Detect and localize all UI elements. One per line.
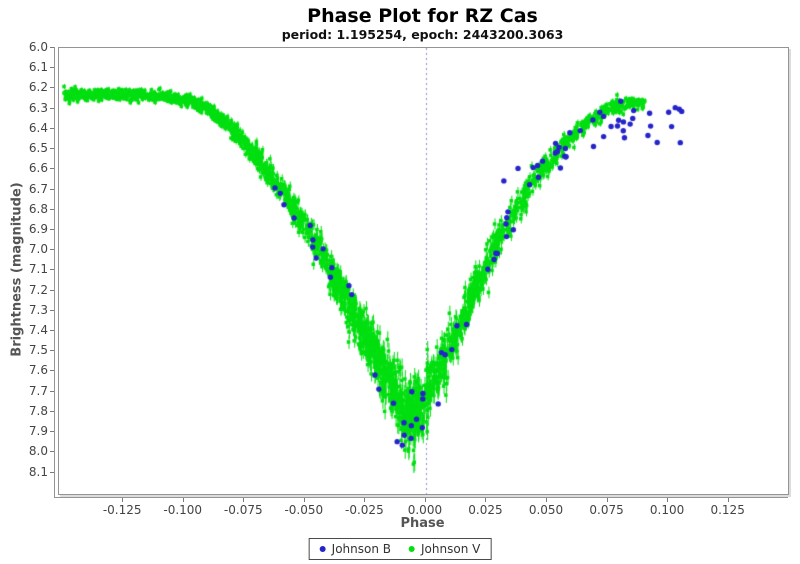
- x-tick-mark: [727, 498, 729, 502]
- x-tick-mark: [364, 498, 366, 502]
- y-tick-label: 6.1: [28, 60, 48, 75]
- y-tick-mark: [50, 370, 54, 372]
- x-tick-mark: [485, 498, 487, 502]
- y-tick-mark: [50, 228, 54, 230]
- y-tick-mark: [50, 350, 54, 352]
- x-tick-label: 0.075: [589, 503, 624, 517]
- legend-label-johnson-b: Johnson B: [331, 542, 392, 556]
- y-tick-mark: [50, 269, 54, 271]
- chart-subtitle: period: 1.195254, epoch: 2443200.3063: [281, 27, 564, 42]
- x-tick-mark: [667, 498, 669, 502]
- y-tick-label: 6.3: [28, 100, 48, 115]
- x-tick-mark: [303, 498, 305, 502]
- y-tick-mark: [50, 451, 54, 453]
- x-axis-title: Phase: [400, 516, 445, 531]
- johnson-v-marker-icon: [409, 546, 416, 552]
- x-axis-line: [54, 497, 788, 498]
- x-tick-label: 0.025: [468, 503, 503, 517]
- y-tick-label: 7.0: [28, 242, 48, 257]
- y-tick-label: 7.8: [28, 403, 48, 418]
- y-tick-label: 7.1: [28, 262, 48, 277]
- x-tick-label: -0.125: [102, 503, 142, 517]
- y-tick-label: 6.0: [28, 40, 48, 54]
- x-tick-label: -0.100: [163, 503, 203, 517]
- x-tick-mark: [243, 498, 245, 502]
- johnson-b-marker-icon: [319, 546, 326, 552]
- y-tick-mark: [50, 208, 54, 210]
- y-tick-mark: [50, 188, 54, 190]
- y-tick-mark: [50, 410, 54, 412]
- x-tick-label: 0.125: [710, 503, 745, 517]
- legend-item-johnson-b: Johnson B: [319, 542, 392, 556]
- legend-item-johnson-v: Johnson V: [409, 542, 480, 556]
- y-tick-mark: [50, 431, 54, 433]
- y-tick-label: 7.7: [28, 383, 48, 398]
- y-tick-mark: [50, 127, 54, 129]
- y-tick-mark: [50, 47, 54, 48]
- x-tick-mark: [182, 498, 184, 502]
- y-tick-label: 6.2: [28, 80, 48, 95]
- y-tick-mark: [50, 249, 54, 251]
- chart-title: Phase Plot for RZ Cas: [307, 5, 538, 27]
- x-tick-mark: [424, 498, 426, 502]
- y-tick-label: 7.2: [28, 282, 48, 297]
- y-tick-label: 8.1: [28, 464, 48, 479]
- y-tick-mark: [50, 289, 54, 291]
- y-axis-line: [54, 47, 55, 498]
- y-tick-label: 7.4: [28, 323, 48, 338]
- y-tick-label: 7.3: [28, 302, 48, 317]
- y-tick-label: 6.8: [28, 201, 48, 216]
- y-tick-mark: [50, 390, 54, 392]
- y-tick-mark: [50, 87, 54, 89]
- y-tick-mark: [50, 471, 54, 473]
- y-tick-mark: [50, 168, 54, 170]
- y-tick-mark: [50, 309, 54, 311]
- y-tick-label: 7.9: [28, 424, 48, 439]
- y-tick-label: 6.6: [28, 161, 48, 176]
- y-tick-label: 8.0: [28, 444, 48, 459]
- scatter-canvas: [59, 48, 788, 494]
- y-tick-mark: [50, 330, 54, 332]
- y-tick-label: 6.7: [28, 181, 48, 196]
- y-tick-mark: [50, 148, 54, 150]
- y-tick-label: 6.9: [28, 221, 48, 236]
- legend: Johnson B Johnson V: [308, 538, 492, 560]
- y-tick-mark: [50, 67, 54, 69]
- y-tick-label: 7.6: [28, 363, 48, 378]
- x-tick-mark: [546, 498, 548, 502]
- y-tick-mark: [50, 107, 54, 109]
- y-tick-label: 7.5: [28, 343, 48, 358]
- y-tick-label: 6.4: [28, 120, 48, 135]
- x-tick-label: 0.000: [407, 503, 443, 517]
- x-tick-label: 0.100: [649, 503, 685, 517]
- x-tick-mark: [606, 498, 608, 502]
- x-tick-label: 0.050: [528, 503, 564, 517]
- x-tick-label: -0.075: [223, 503, 263, 517]
- y-axis-title: Brightness (magnitude): [9, 182, 25, 357]
- legend-label-johnson-v: Johnson V: [421, 542, 481, 556]
- plot-area: [58, 47, 789, 495]
- x-tick-label: -0.050: [284, 503, 324, 517]
- y-tick-label: 6.5: [28, 141, 48, 156]
- x-tick-label: -0.025: [345, 503, 384, 517]
- x-tick-mark: [122, 498, 124, 502]
